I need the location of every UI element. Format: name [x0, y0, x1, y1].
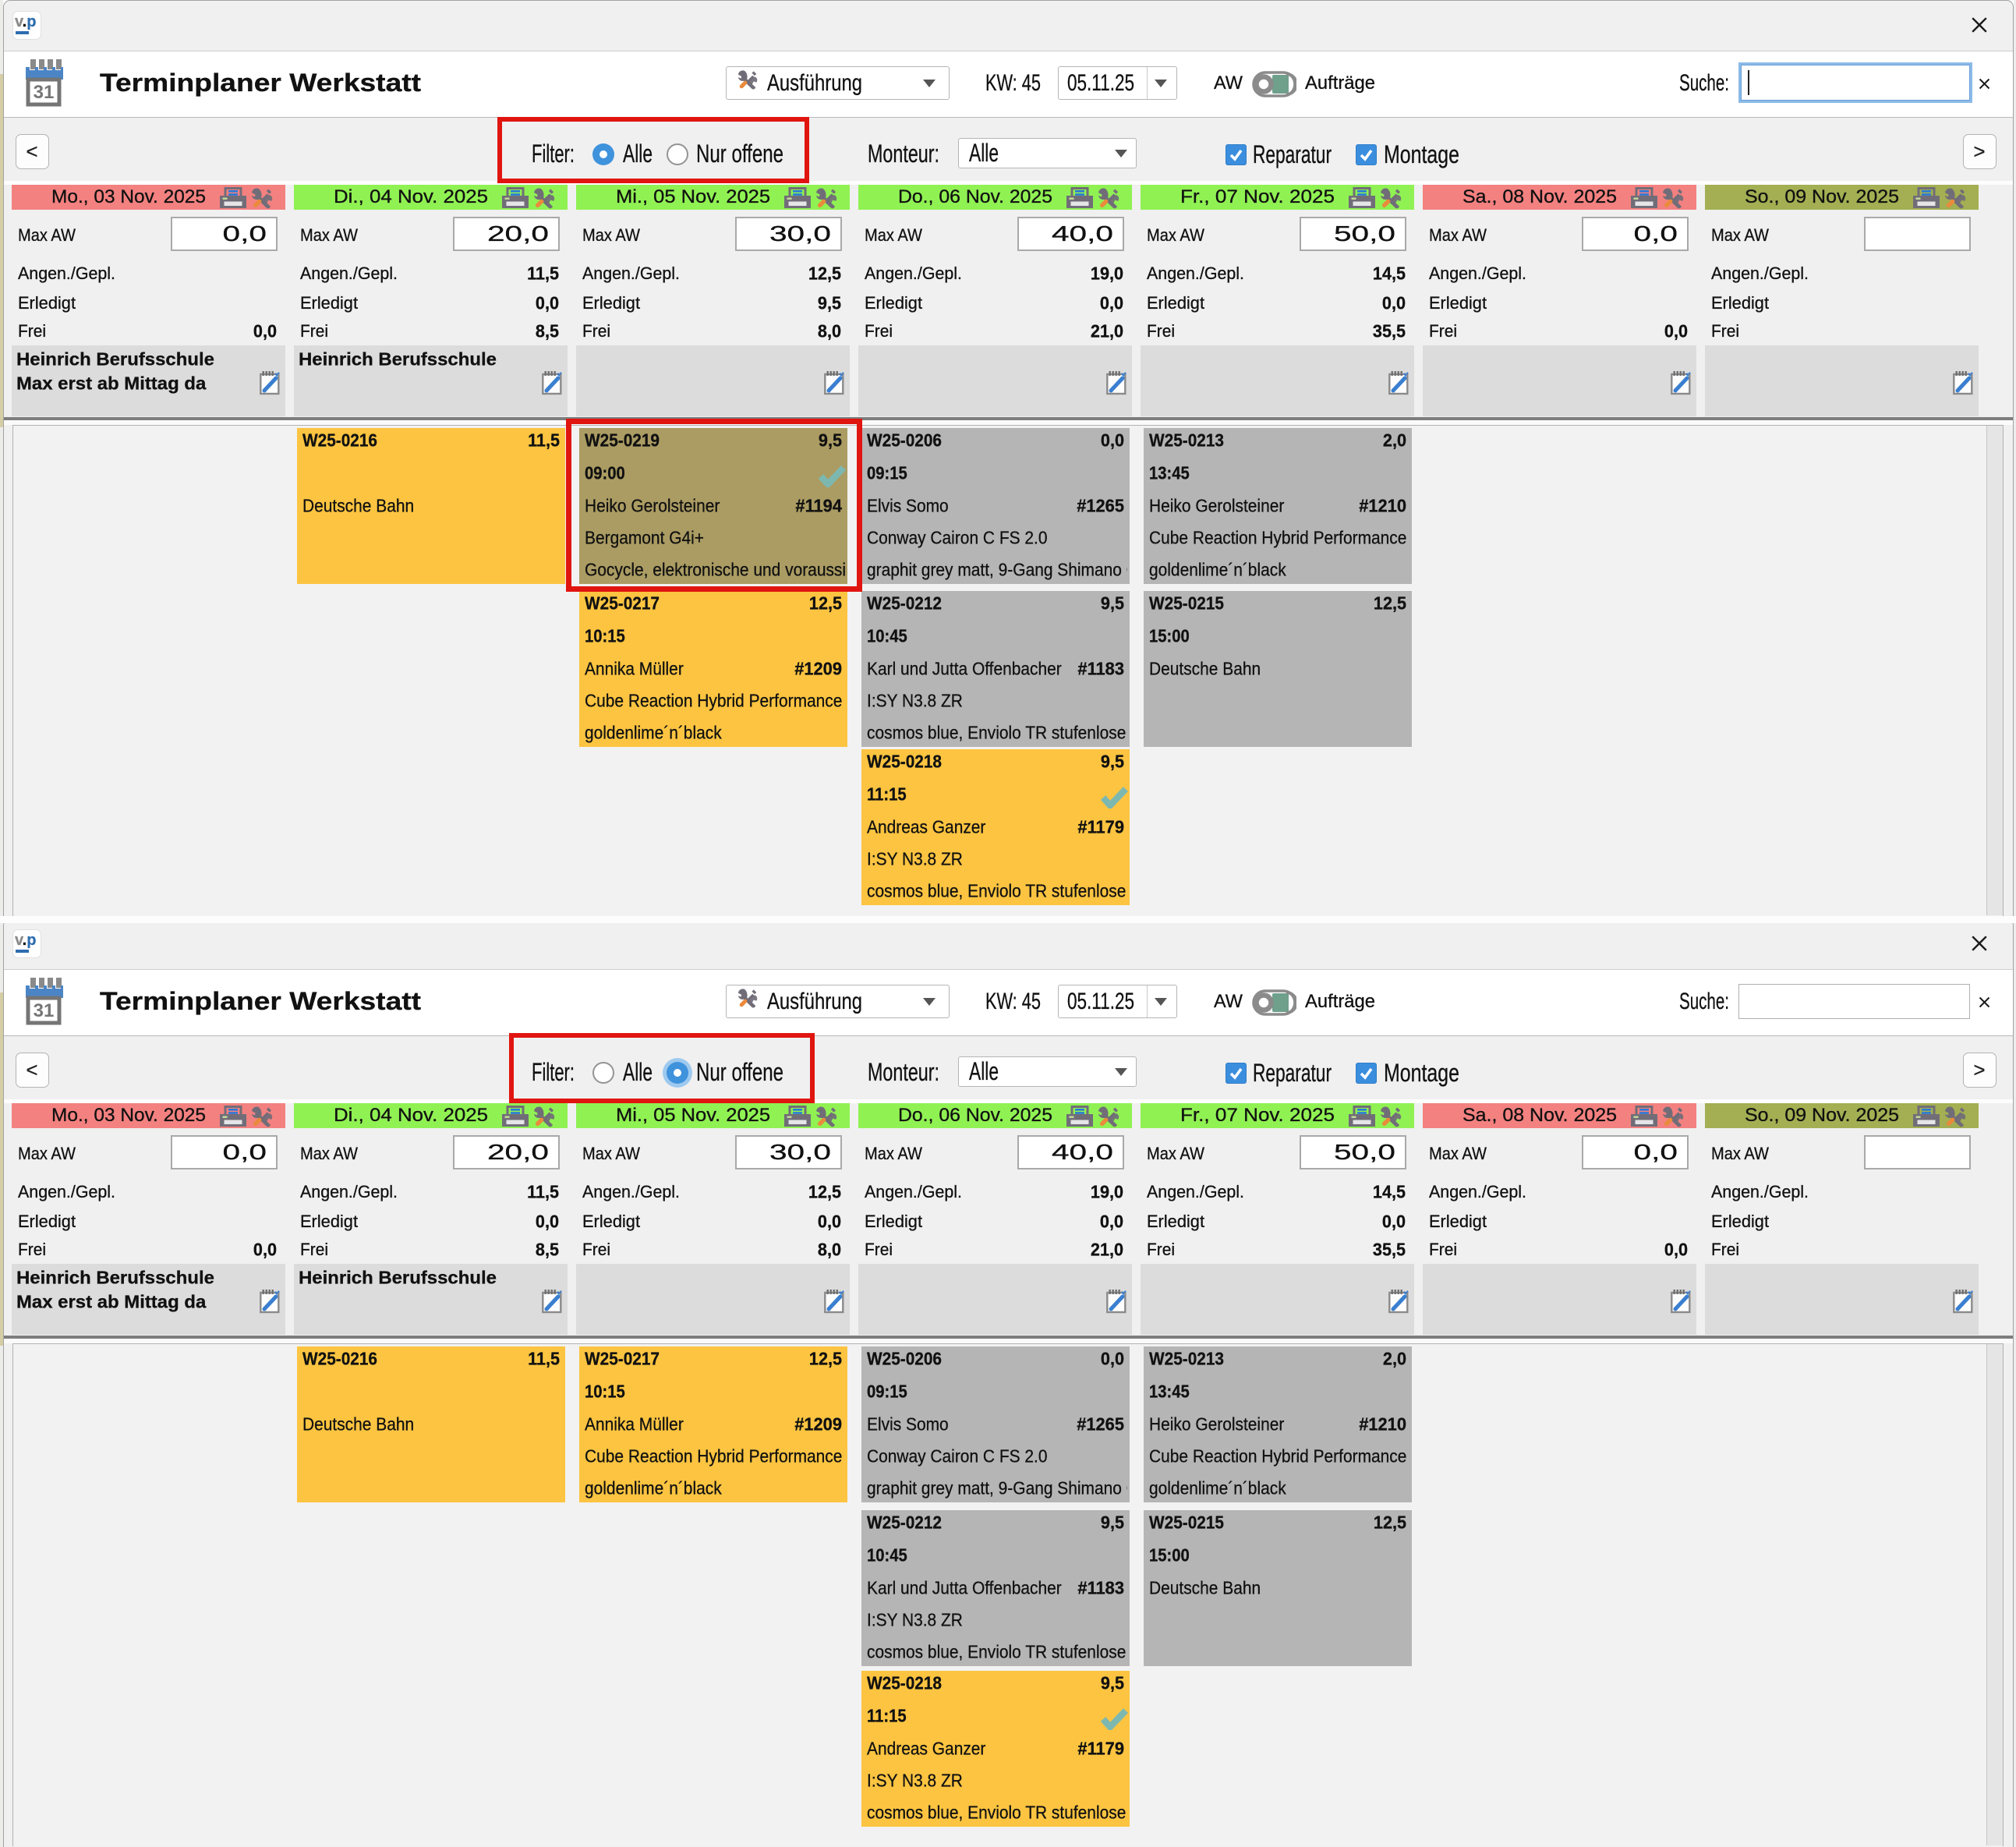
svg-text:31: 31: [34, 1000, 55, 1021]
svg-text:31: 31: [34, 82, 55, 103]
